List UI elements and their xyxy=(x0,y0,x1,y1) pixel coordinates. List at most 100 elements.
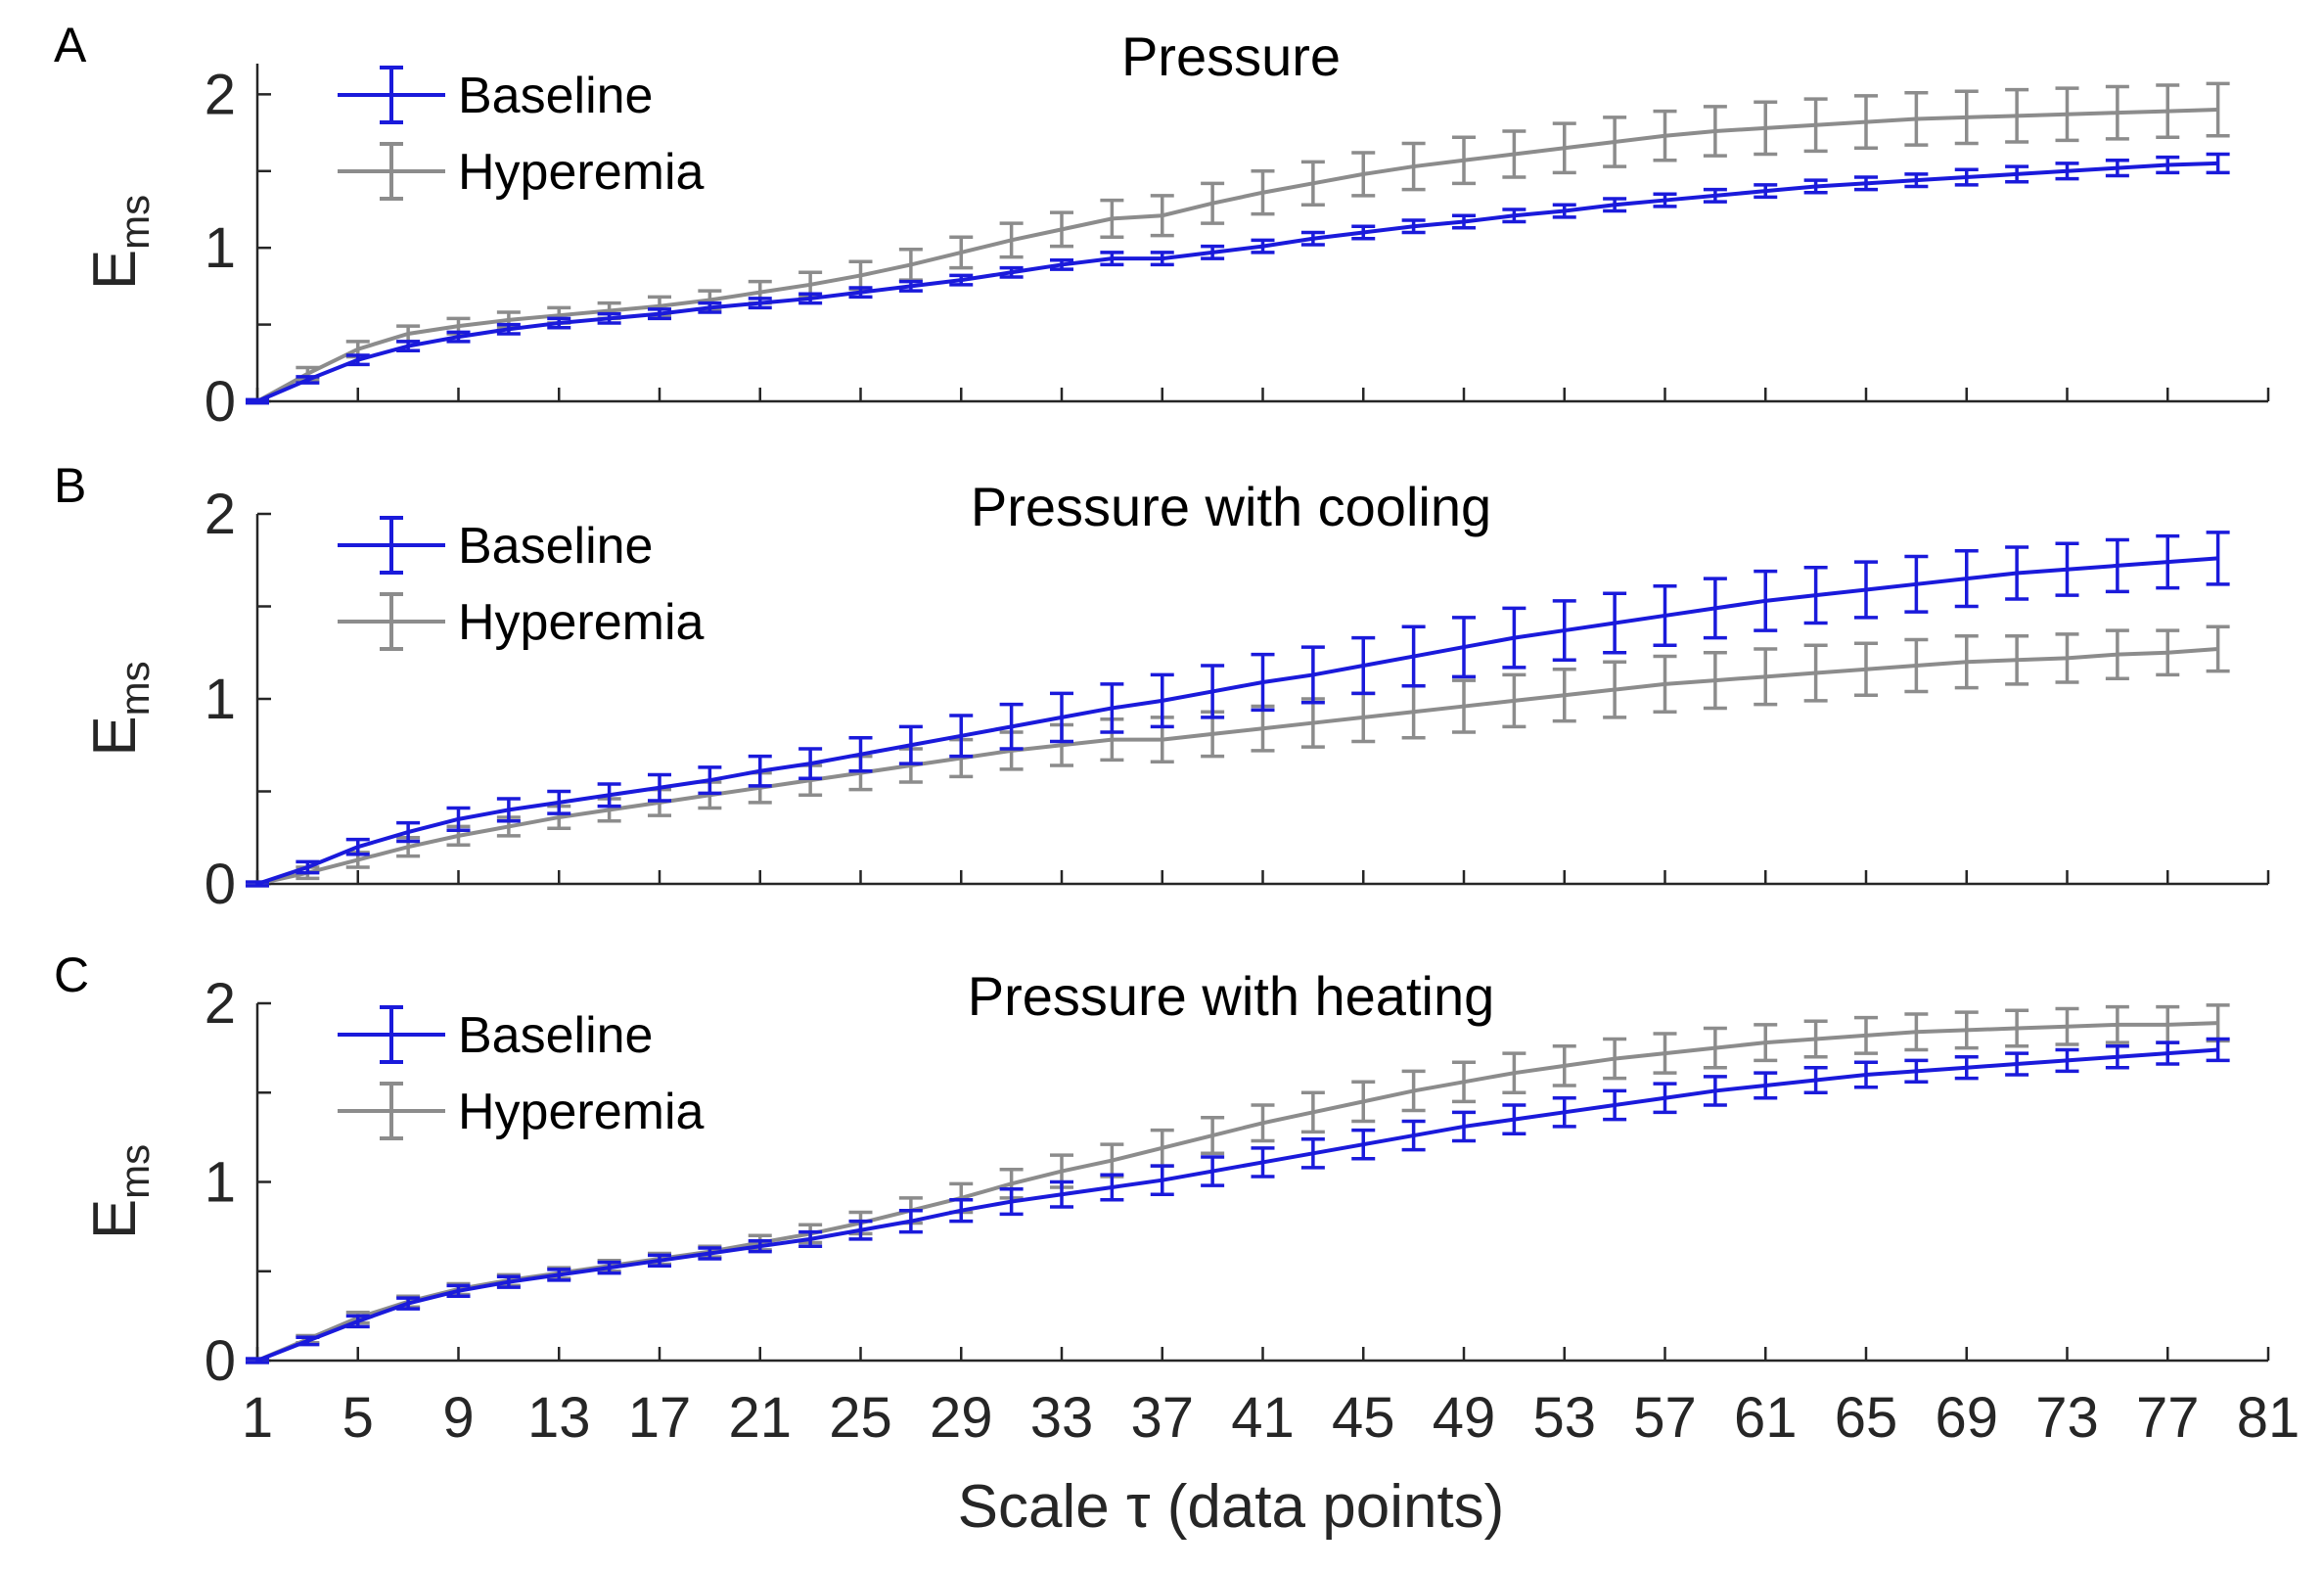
x-tick-label: 65 xyxy=(1835,1386,1898,1450)
error-bar xyxy=(1803,178,1828,195)
error-bar xyxy=(1150,194,1174,238)
x-tick-label: 81 xyxy=(2237,1386,2301,1450)
error-bar xyxy=(2206,624,2230,673)
error-bar xyxy=(1050,1179,1073,1209)
error-bar xyxy=(1351,1128,1376,1161)
y-axis-label-main: E xyxy=(81,250,149,290)
error-bar xyxy=(345,1314,370,1329)
legend: Baseline Hyperemia xyxy=(338,1005,704,1140)
error-bar xyxy=(2005,87,2029,144)
x-tick-label: 17 xyxy=(628,1386,692,1450)
error-bar xyxy=(1201,664,1225,719)
error-bar xyxy=(547,316,571,330)
error-bar xyxy=(1502,1103,1527,1135)
x-tick-label: 33 xyxy=(1030,1386,1094,1450)
error-bar xyxy=(748,1238,772,1254)
error-bar xyxy=(1300,230,1325,247)
x-tick-label: 69 xyxy=(1935,1386,1998,1450)
error-bar xyxy=(2206,152,2230,175)
error-bar xyxy=(496,322,521,336)
error-bar xyxy=(296,859,320,875)
error-bar xyxy=(1552,121,1576,175)
error-bar xyxy=(1251,652,1275,713)
error-bar xyxy=(1703,651,1727,711)
error-bar xyxy=(1803,643,1828,703)
error-bar xyxy=(1351,635,1376,696)
y-axis-label: Ems xyxy=(81,1144,158,1239)
series-baseline xyxy=(246,152,2230,405)
error-bar xyxy=(1703,187,1727,204)
x-tick-label: 57 xyxy=(1633,1386,1697,1450)
error-bar xyxy=(1754,1023,1778,1063)
error-bar xyxy=(2156,155,2180,175)
series-line xyxy=(256,1021,2218,1363)
error-bar xyxy=(1452,616,1476,679)
error-bar xyxy=(1954,633,1979,690)
error-bar xyxy=(1653,1082,1677,1115)
error-bar xyxy=(898,724,923,765)
x-tick-label: 77 xyxy=(2136,1386,2200,1450)
legend-item: Baseline xyxy=(338,66,653,124)
error-bar xyxy=(547,1268,571,1282)
error-bar xyxy=(1603,197,1627,213)
y-tick-label: 1 xyxy=(205,1151,236,1215)
error-bar xyxy=(547,789,571,815)
x-tick-label: 25 xyxy=(829,1386,892,1450)
error-bar xyxy=(2105,159,2129,178)
error-bar xyxy=(1703,105,1727,158)
error-bar xyxy=(949,273,974,287)
error-bar xyxy=(2105,84,2129,141)
error-bar xyxy=(1754,183,1778,200)
error-bar xyxy=(2055,1006,2079,1046)
error-bar xyxy=(345,837,370,856)
error-bar xyxy=(1904,172,1929,189)
series-line xyxy=(256,161,2218,403)
error-bar xyxy=(648,307,671,321)
error-bar xyxy=(345,353,370,367)
error-bar xyxy=(2206,1037,2230,1063)
x-tick-label: 5 xyxy=(342,1386,374,1450)
error-bar xyxy=(1502,129,1527,179)
series-line xyxy=(256,1047,2218,1363)
panel-letter: C xyxy=(54,948,89,1002)
error-bar xyxy=(496,1274,521,1289)
error-bar xyxy=(648,772,671,803)
error-bar xyxy=(2206,531,2230,586)
error-bar xyxy=(1300,1090,1325,1134)
error-bar xyxy=(698,765,722,796)
error-bar xyxy=(1854,175,1878,192)
error-bar xyxy=(2005,545,2029,601)
error-bar xyxy=(1452,1060,1476,1104)
x-tick-label: 29 xyxy=(930,1386,993,1450)
x-tick-label: 37 xyxy=(1130,1386,1194,1450)
x-tick-label: 53 xyxy=(1532,1386,1596,1450)
panel-letter: A xyxy=(54,18,87,72)
error-bar xyxy=(2105,628,2129,680)
error-bar xyxy=(1150,1128,1174,1168)
series-hyperemia xyxy=(246,81,2230,405)
error-bar xyxy=(2055,86,2079,143)
error-bar xyxy=(848,735,873,773)
error-bar xyxy=(1653,109,1677,162)
error-bar xyxy=(1754,569,1778,632)
panel-letter: B xyxy=(54,458,86,513)
error-bar xyxy=(1300,1136,1325,1170)
error-bar xyxy=(1251,169,1275,216)
error-bar xyxy=(1452,135,1476,186)
error-bar xyxy=(1603,591,1627,655)
error-bar xyxy=(1803,1019,1828,1059)
error-bar xyxy=(1803,97,1828,154)
error-bar xyxy=(1954,89,1979,146)
error-bar xyxy=(396,820,421,844)
error-bar xyxy=(848,286,873,300)
error-bar xyxy=(2156,628,2180,677)
error-bar xyxy=(1201,1116,1225,1156)
error-bar xyxy=(2005,1051,2029,1077)
error-bar xyxy=(1401,1119,1426,1152)
error-bar xyxy=(1201,181,1225,225)
error-bar xyxy=(1603,1088,1627,1122)
error-bar xyxy=(1150,1164,1174,1197)
error-bar xyxy=(446,1283,471,1299)
error-bar xyxy=(1452,678,1476,734)
error-bar xyxy=(1351,224,1376,241)
